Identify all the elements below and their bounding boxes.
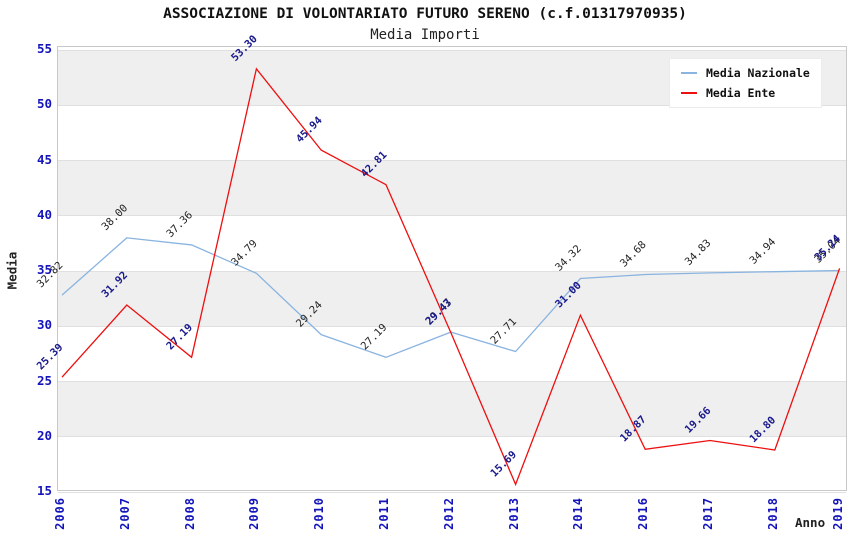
y-tick-20: 20 [36, 427, 52, 443]
band-30-35 [58, 271, 846, 327]
y-tick-25: 25 [36, 372, 52, 388]
x-tick-2007: 2007 [117, 497, 132, 530]
gridline-25 [58, 381, 846, 382]
gridline-55 [58, 49, 846, 51]
legend-line-swatch [681, 92, 697, 94]
data-label: 29.24 [294, 299, 325, 330]
data-label: 34.79 [229, 238, 260, 269]
x-tick-2006: 2006 [53, 497, 67, 530]
y-tick-40: 40 [36, 206, 52, 222]
data-label: 31.92 [99, 269, 130, 300]
legend-item-nazionale: Media Nazionale [681, 66, 810, 80]
data-label: 18.80 [747, 414, 778, 445]
x-tick-2010: 2010 [312, 497, 327, 530]
data-label: 34.32 [553, 243, 584, 274]
x-tick-2012: 2012 [441, 497, 456, 530]
legend-label: Media Nazionale [706, 66, 810, 80]
y-tick-50: 50 [36, 96, 52, 112]
gridline-15 [58, 491, 846, 493]
band-40-45 [58, 160, 846, 216]
data-label: 42.81 [359, 149, 390, 180]
y-axis-title: Media [4, 251, 20, 290]
x-tick-2009: 2009 [247, 497, 262, 530]
y-tick-45: 45 [36, 151, 52, 167]
x-tick-2014: 2014 [571, 497, 586, 530]
plot-area: 32.82 38.00 37.36 34.79 29.24 27.19 29.47 27.71… [35, 33, 847, 493]
band-20-25 [58, 381, 846, 437]
x-tick-2008: 2008 [182, 497, 197, 530]
data-label: 34.94 [747, 236, 778, 267]
y-tick-15: 15 [36, 483, 52, 498]
legend-item-ente: Media Ente [681, 86, 810, 100]
data-label: 27.19 [359, 322, 390, 353]
data-label: 38.00 [99, 202, 130, 233]
x-tick-2016: 2016 [636, 497, 651, 530]
legend-label: Media Ente [706, 86, 776, 100]
x-tick-2019: 2019 [830, 497, 845, 530]
gridline-45 [58, 160, 846, 161]
x-tick-2011: 2011 [377, 497, 391, 530]
gridline-50 [58, 104, 846, 106]
chart-subtitle: Media Importi [370, 27, 480, 43]
data-label: 45.94 [294, 114, 325, 145]
data-label: 37.36 [164, 209, 195, 240]
gridline-40 [58, 215, 846, 217]
data-label: 34.83 [683, 237, 714, 268]
x-tick-2018: 2018 [765, 497, 780, 530]
y-tick-30: 30 [36, 317, 52, 333]
data-label: 19.66 [683, 405, 714, 436]
y-tick-55: 55 [36, 41, 52, 56]
x-axis-title: Anno [795, 515, 826, 530]
data-label: 25.39 [35, 341, 66, 372]
gridline-20 [58, 436, 846, 438]
x-tick-2013: 2013 [506, 497, 521, 530]
legend-line-swatch [681, 72, 697, 74]
data-label: 34.68 [618, 239, 649, 270]
series-line-ente [61, 67, 841, 487]
data-label: 18.87 [618, 414, 649, 445]
gridline-30 [58, 325, 846, 327]
chart-title: ASSOCIAZIONE DI VOLONTARIATO FUTURO SERE… [163, 6, 687, 22]
data-label: 15.69 [488, 449, 519, 480]
x-tick-2017: 2017 [701, 497, 715, 530]
y-tick-35: 35 [36, 262, 52, 277]
data-label: 31.00 [553, 279, 584, 310]
data-label: 29.43 [423, 297, 454, 328]
data-label: 27.71 [488, 316, 519, 347]
gridline-35 [58, 270, 846, 272]
legend: Media Nazionale Media Ente [669, 58, 822, 108]
data-label: 35.24 [812, 233, 843, 264]
